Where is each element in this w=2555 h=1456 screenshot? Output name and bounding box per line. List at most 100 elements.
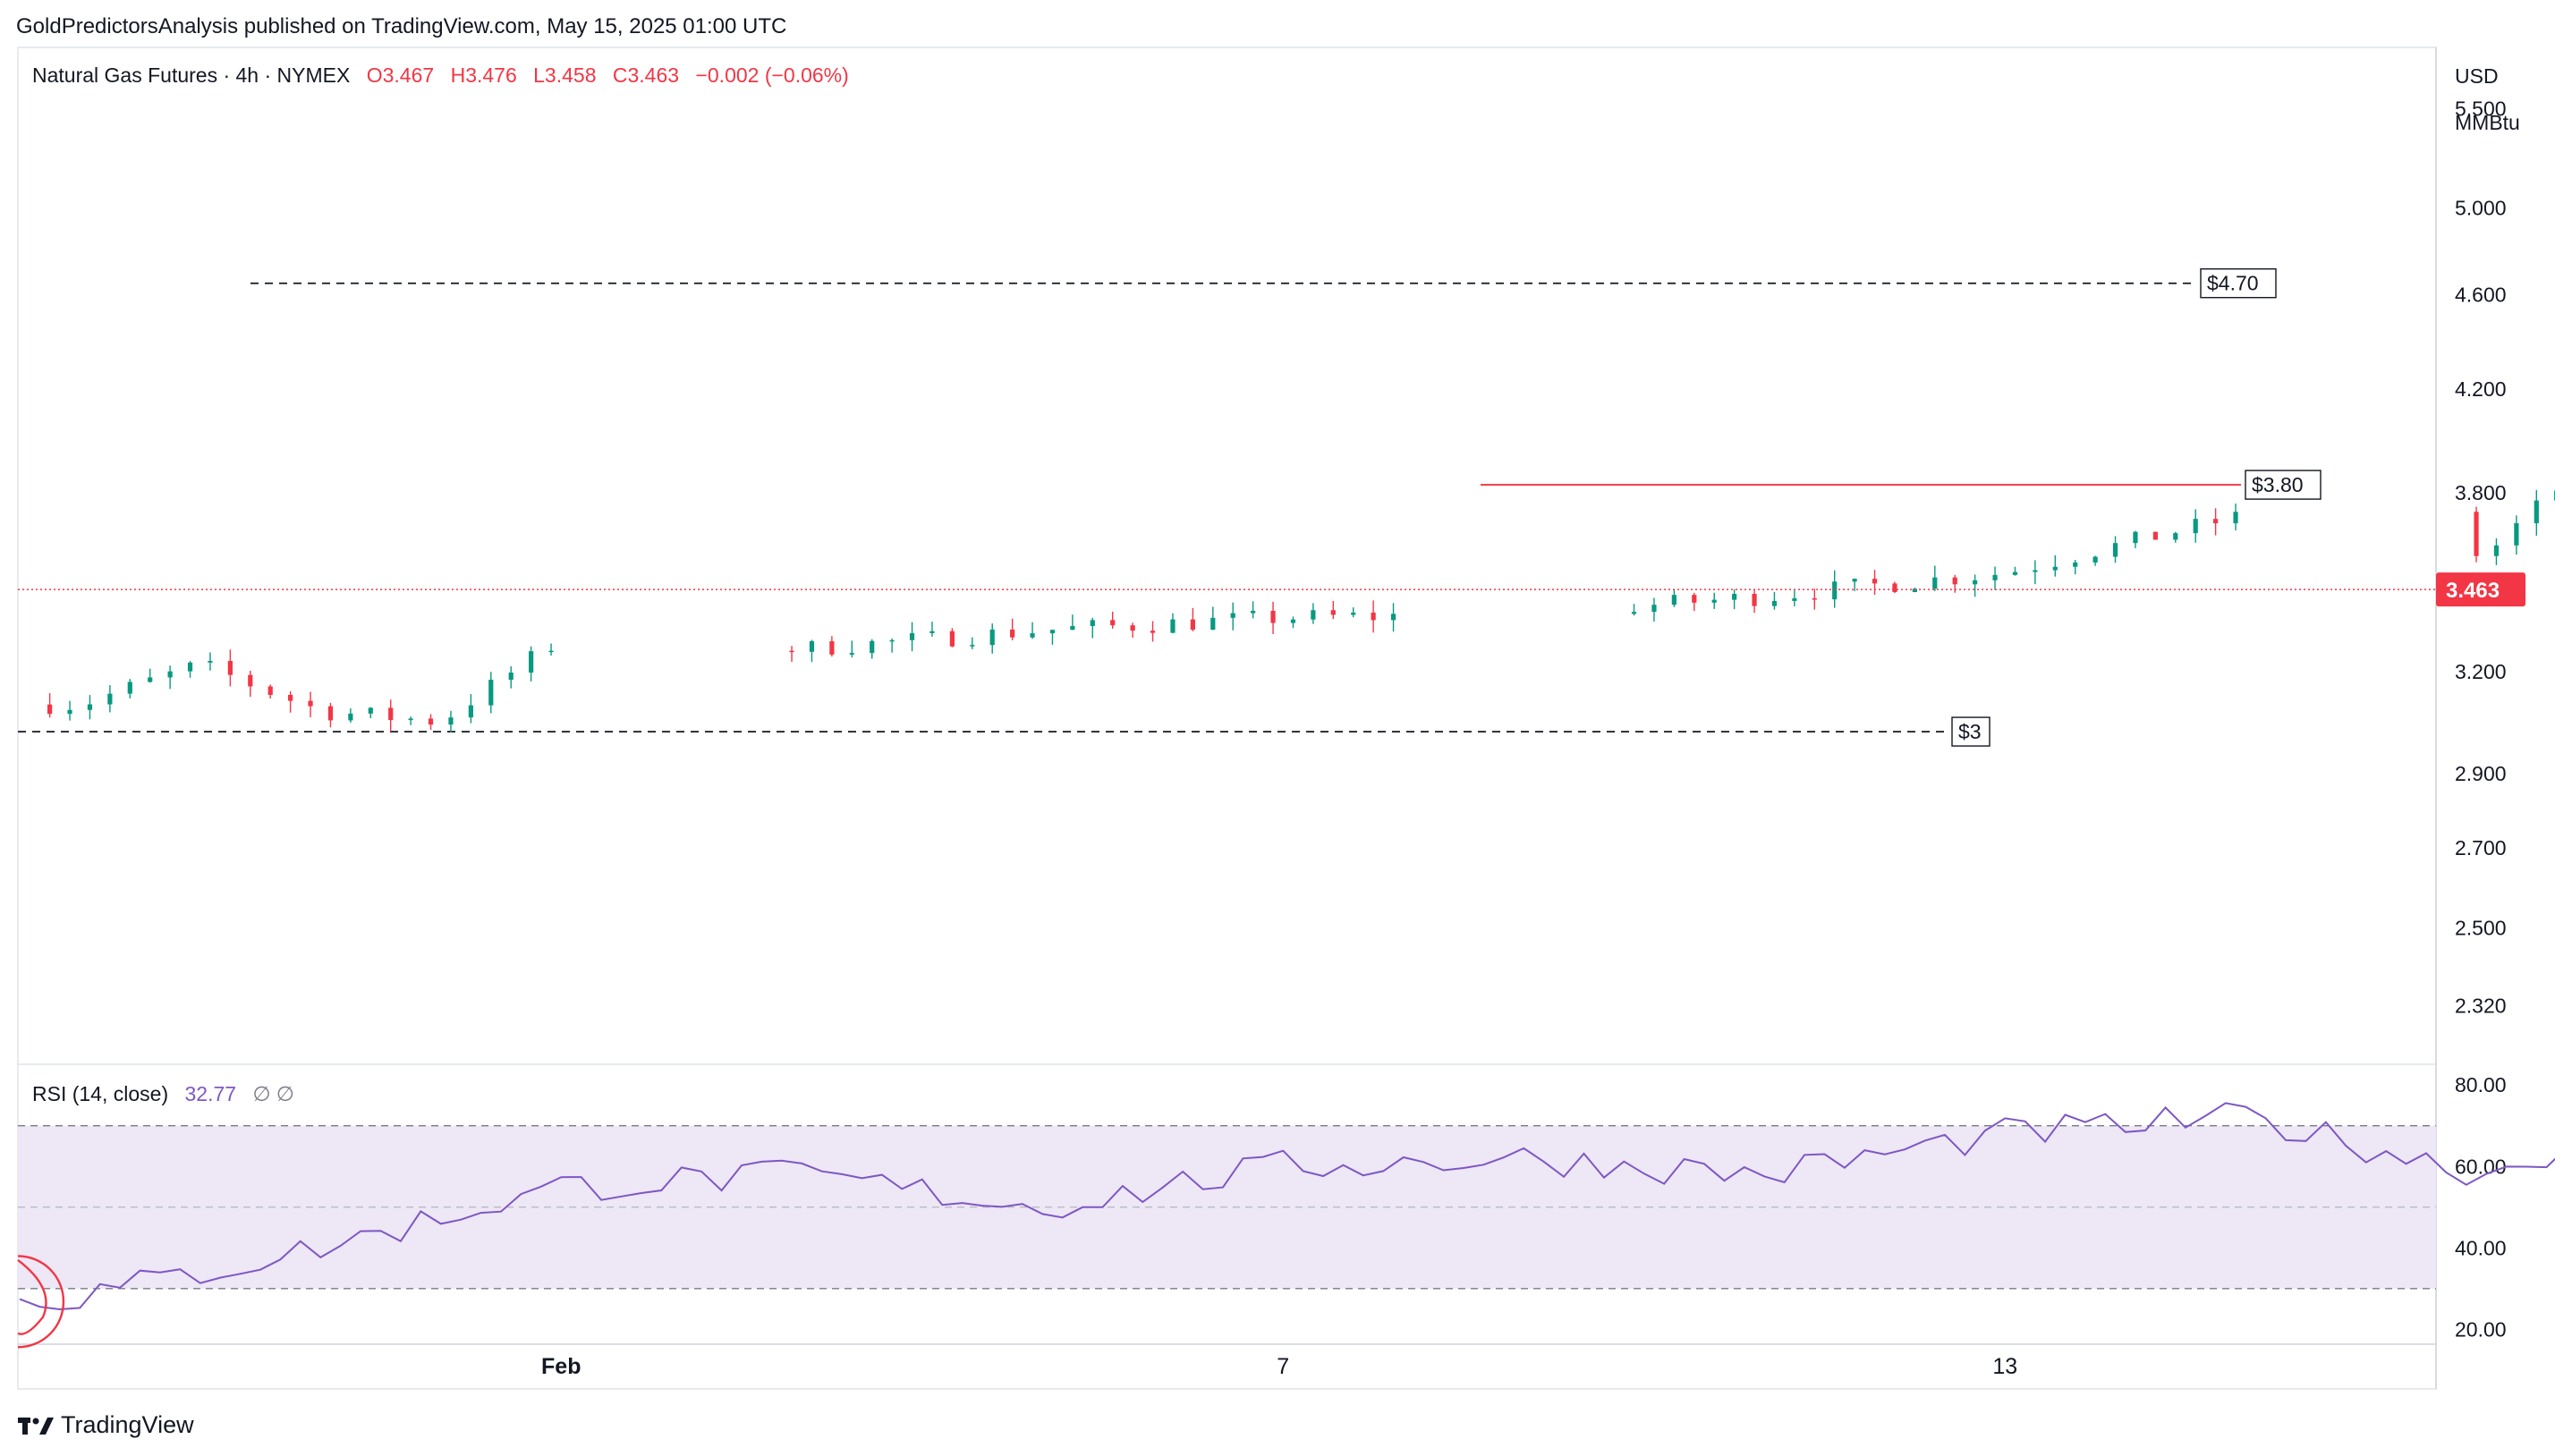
candle: [1711, 592, 1717, 609]
price-axis: 5.500 5.000 4.600 4.200 3.800 3.200 2.900 2.700…: [2455, 97, 2507, 1018]
candle: [408, 716, 413, 725]
candle: [327, 702, 334, 728]
candle: [2193, 509, 2198, 543]
rsi-tick-label: 40.00: [2455, 1236, 2507, 1259]
candle: [970, 637, 975, 649]
candle: [1150, 621, 1156, 642]
candle: [1371, 600, 1376, 633]
candle: [107, 685, 113, 713]
price-tick-label: 3.800: [2455, 481, 2507, 504]
candle: [1892, 581, 1897, 594]
price-tick-label: 2.320: [2455, 994, 2507, 1017]
published-caption: GoldPredictorsAnalysis published on Trad…: [16, 14, 787, 38]
candle: [2052, 554, 2058, 577]
candle: [488, 672, 494, 714]
currency-label[interactable]: USD: [2455, 64, 2499, 88]
level-lines[interactable]: $4.70 $3.80 $3: [18, 268, 2322, 747]
candle: [1170, 613, 1176, 634]
candle: [227, 649, 233, 687]
candle: [187, 661, 193, 678]
rsi-legend: RSI (14, close) 32.77 ∅ ∅: [32, 1082, 294, 1105]
candle: [849, 640, 854, 657]
candle: [1671, 588, 1676, 607]
candle: [1330, 601, 1336, 620]
candle: [909, 622, 915, 652]
candle: [2474, 506, 2479, 563]
candle: [1631, 604, 1637, 616]
rsi-tick-label: 80.00: [2455, 1073, 2507, 1096]
candle: [1090, 617, 1095, 639]
price-tick-label: 2.900: [2455, 762, 2507, 785]
tradingview-logo-icon: [18, 1417, 54, 1435]
time-tick-label: 13: [1992, 1354, 2017, 1379]
legend-symbol: Natural Gas Futures · 4h · NYMEX O3.467 …: [32, 63, 849, 87]
candle: [148, 668, 153, 683]
candle: [2012, 566, 2018, 576]
candle: [1692, 592, 1697, 612]
candle: [368, 707, 373, 718]
candle: [208, 652, 213, 671]
time-tick-label: Feb: [541, 1354, 581, 1379]
candle: [1992, 566, 1998, 590]
candle: [248, 671, 253, 698]
candle: [348, 708, 353, 724]
candle: [67, 700, 72, 721]
candle: [2112, 536, 2118, 563]
candle: [2493, 538, 2500, 565]
rsi-circle-left-arc: [17, 1259, 47, 1335]
candle: [929, 622, 935, 637]
brand-name: TradingView: [61, 1411, 194, 1438]
level-label-box: [1951, 716, 1991, 747]
candle: [1070, 614, 1075, 631]
candle: [1872, 570, 1878, 595]
candle: [1311, 603, 1316, 624]
candle: [388, 699, 394, 732]
candle: [2033, 560, 2038, 585]
candle: [1732, 588, 1737, 610]
tradingview-brand[interactable]: TradingView: [18, 1411, 194, 1439]
price-tick-label: 2.700: [2455, 836, 2507, 859]
candle: [548, 643, 554, 656]
candle: [1792, 589, 1797, 606]
candle: [1230, 602, 1235, 631]
candle: [2133, 530, 2138, 548]
candle: [1812, 588, 1817, 610]
unit-label[interactable]: MMBtu: [2455, 111, 2520, 134]
price-tick-label: 5.000: [2455, 196, 2507, 219]
candle: [789, 646, 794, 662]
level-label: $3.80: [2252, 473, 2304, 496]
last-price-box: [2436, 572, 2525, 607]
candle: [2233, 504, 2238, 531]
candle: [1290, 616, 1296, 629]
rsi-tick-label: 20.00: [2455, 1317, 2507, 1341]
candle: [949, 628, 955, 648]
level-label-box: [2200, 268, 2277, 299]
candle: [508, 665, 514, 689]
candle: [448, 710, 454, 732]
candle: [1270, 601, 1276, 634]
price-tick-label: 4.200: [2455, 377, 2507, 401]
candle: [1010, 618, 1015, 640]
candle: [2092, 555, 2098, 566]
candle: [2213, 508, 2219, 536]
candle: [809, 639, 815, 663]
level-label-box: [2245, 470, 2322, 500]
level-label: $4.70: [2207, 272, 2259, 295]
candle: [829, 636, 835, 657]
candle: [87, 695, 93, 720]
candle: [2152, 531, 2158, 540]
level-label: $3: [1958, 720, 1982, 743]
candle: [1190, 607, 1195, 631]
candle: [889, 638, 895, 653]
candle: [267, 684, 273, 699]
candle: [1130, 622, 1135, 639]
candle: [2073, 560, 2078, 575]
price-tick-label: 5.500: [2455, 97, 2507, 121]
candle: [870, 639, 875, 659]
candle: [1049, 630, 1056, 645]
candle: [428, 714, 434, 731]
candle: [127, 679, 132, 698]
candle: [1852, 578, 1857, 591]
candle: [1110, 611, 1116, 629]
